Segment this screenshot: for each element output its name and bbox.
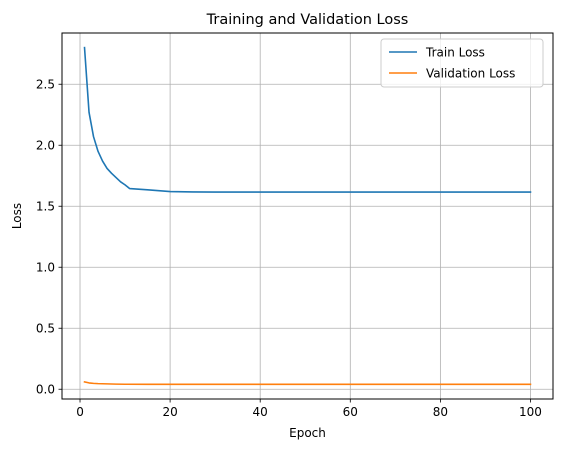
y-tick-label: 1.0 (36, 261, 55, 275)
x-axis-label: Epoch (289, 426, 326, 440)
tick-layer: 0 20 40 60 80 100 0.0 0.5 1.0 1.5 2.0 2.5 (36, 78, 542, 419)
legend-label: Validation Loss (426, 66, 515, 80)
x-tick-label: 20 (162, 405, 177, 419)
x-tick-label: 100 (519, 405, 542, 419)
y-tick-label: 2.5 (36, 78, 55, 92)
series-line-validation-loss (83, 380, 532, 386)
x-tick-label: 80 (433, 405, 448, 419)
legend: Train Loss Validation Loss (380, 38, 544, 88)
grid-layer (62, 33, 553, 399)
x-tick-label: 60 (343, 405, 358, 419)
y-tick-label: 0.5 (36, 322, 55, 336)
x-tick-label: 40 (253, 405, 268, 419)
plot-frame (61, 32, 554, 400)
y-axis-label: Loss (10, 203, 24, 229)
legend-label: Train Loss (425, 45, 485, 59)
y-tick-label: 2.0 (36, 139, 55, 153)
y-tick-label: 1.5 (36, 200, 55, 214)
y-tick-label: 0.0 (36, 383, 55, 397)
series-line-train-loss (83, 46, 532, 193)
x-tick-label: 0 (76, 405, 84, 419)
series-layer (83, 46, 532, 386)
legend-box (380, 38, 544, 88)
chart-title: Training and Validation Loss (206, 12, 409, 28)
